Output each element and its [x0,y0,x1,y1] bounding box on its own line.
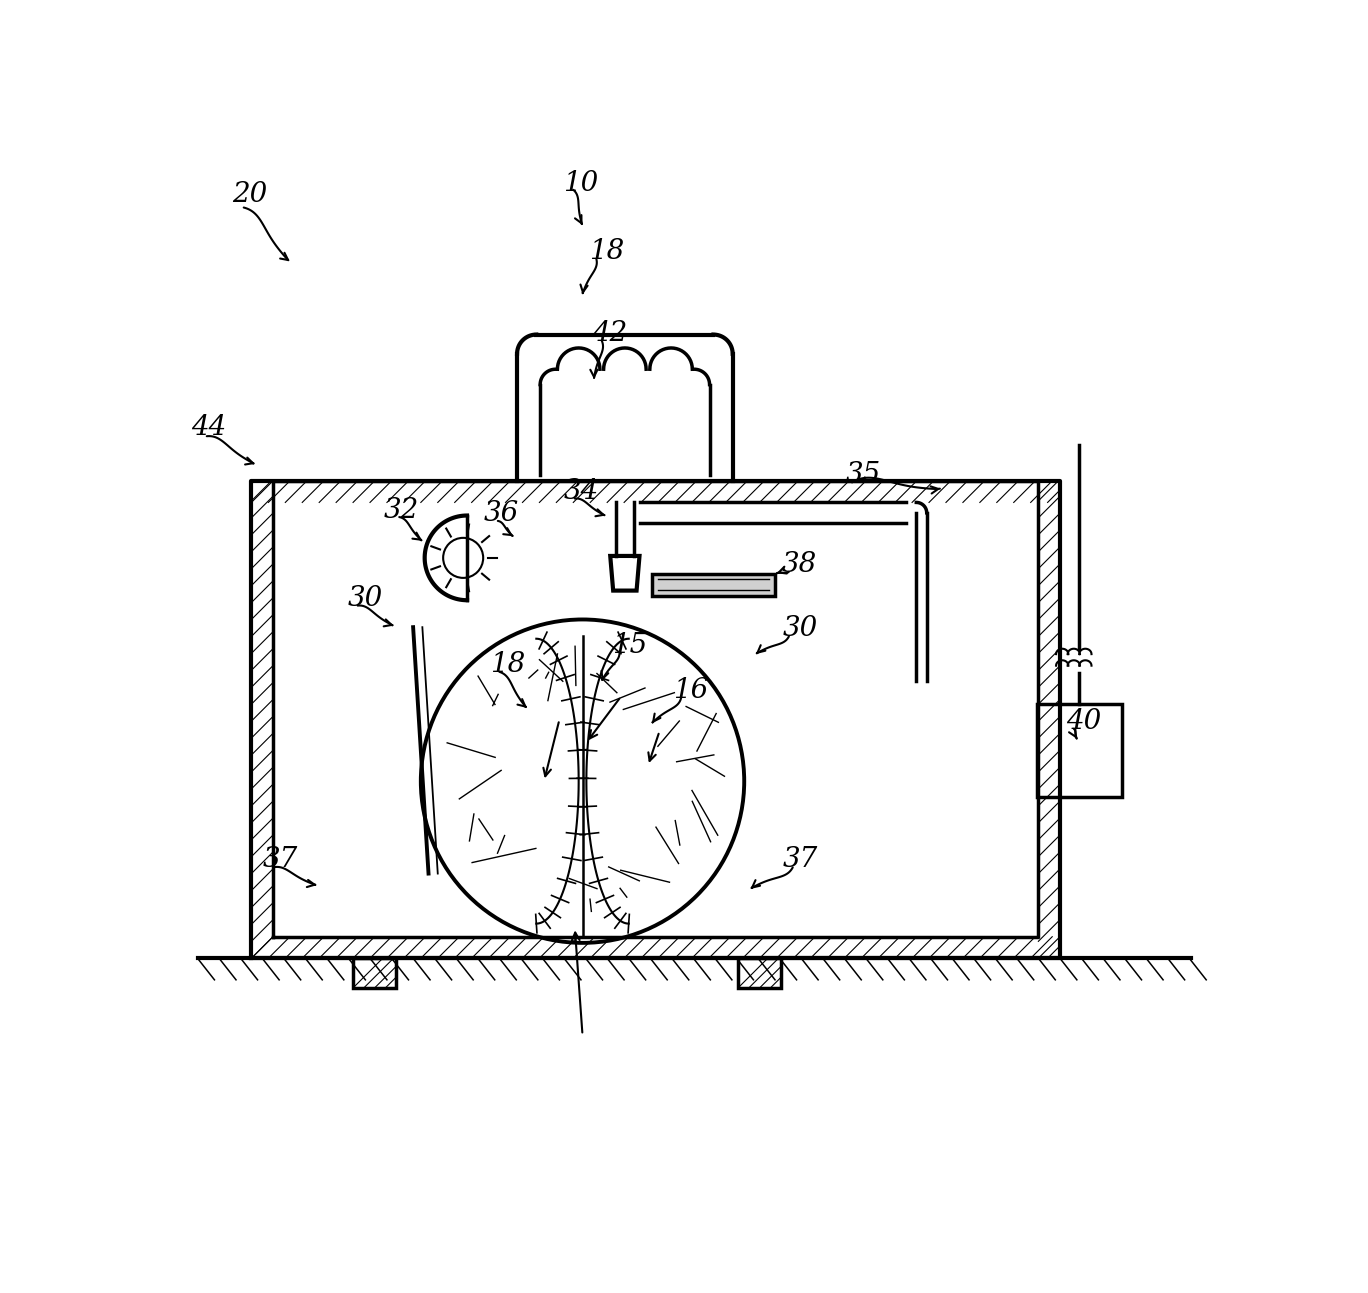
Text: 35: 35 [845,462,881,489]
Text: 37: 37 [263,847,298,873]
Text: 32: 32 [384,497,419,524]
Text: 36: 36 [484,500,520,528]
Text: 30: 30 [347,584,383,612]
Text: 40: 40 [1066,707,1101,734]
Text: 37: 37 [782,847,818,873]
Text: 18: 18 [588,238,624,265]
Text: 38: 38 [781,551,817,578]
Text: 42: 42 [592,319,627,347]
Text: 10: 10 [564,169,599,197]
Text: 34: 34 [564,477,599,504]
Text: 20: 20 [233,181,267,208]
Text: 30: 30 [782,615,818,643]
Polygon shape [651,574,776,596]
Text: 15: 15 [611,631,647,658]
Text: 18: 18 [490,650,525,678]
Text: 16: 16 [673,678,709,703]
Text: 44: 44 [192,414,227,441]
